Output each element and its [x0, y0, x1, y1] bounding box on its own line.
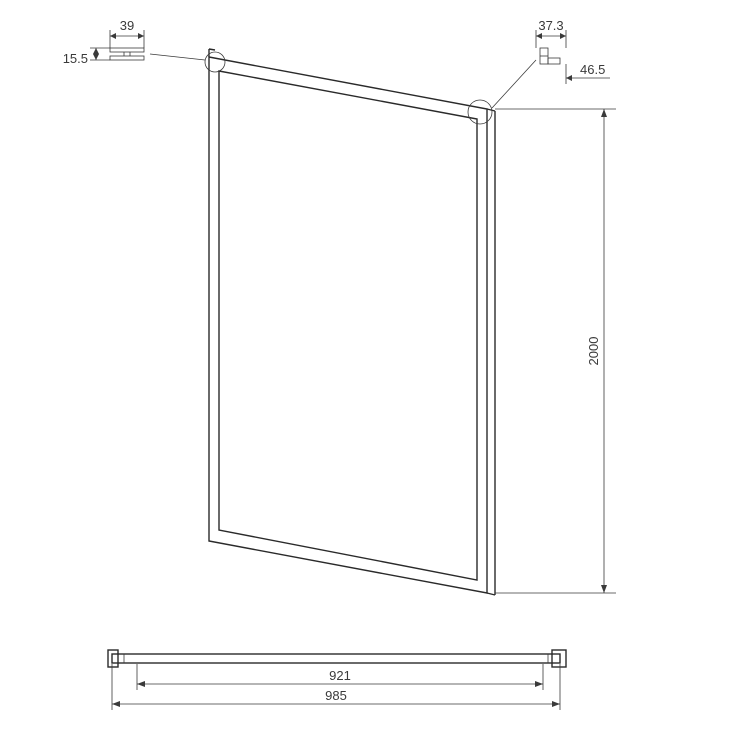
- dim-height: 2000: [495, 109, 616, 593]
- dim-985: 985: [325, 688, 347, 703]
- dim-15-5: 15.5: [63, 51, 88, 66]
- detail-top-right: 37.3 46.5: [468, 18, 610, 124]
- dim-2000: 2000: [586, 337, 601, 366]
- detail-top-left: 39 15.5: [63, 18, 225, 72]
- dim-46-5: 46.5: [580, 62, 605, 77]
- dim-37-3: 37.3: [538, 18, 563, 33]
- dim-39: 39: [120, 18, 134, 33]
- technical-drawing: 39 15.5 37.3: [0, 0, 734, 734]
- dim-921: 921: [329, 668, 351, 683]
- plan-view: 921 985: [108, 650, 566, 710]
- panel-isometric: [209, 49, 495, 595]
